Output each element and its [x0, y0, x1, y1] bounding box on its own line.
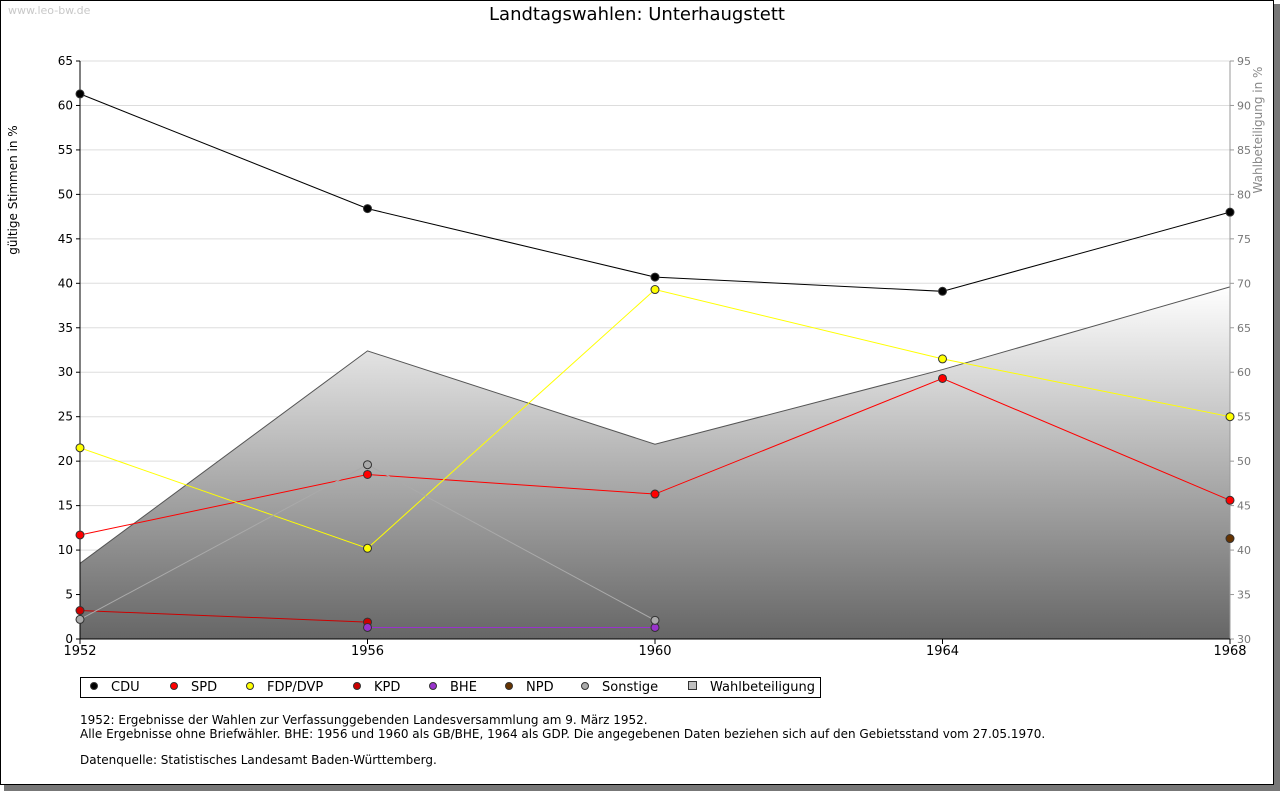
tick-label-y2-40: 40	[1237, 544, 1251, 557]
tick-label-x-1952: 1952	[63, 644, 96, 659]
y-axis-title: gültige Stimmen in %	[6, 125, 20, 254]
tick-label-y2-90: 90	[1237, 99, 1251, 112]
tick-label-y2-60: 60	[1237, 366, 1251, 379]
tick-label-x-1956: 1956	[351, 644, 384, 659]
series-points	[75, 89, 1235, 632]
point-sonstige-1960	[650, 615, 660, 625]
tick-label-y2-50: 50	[1237, 455, 1251, 468]
tick-label-y2-65: 65	[1237, 322, 1251, 335]
legend-marker-fdp	[246, 682, 254, 690]
tick-label-y2-35: 35	[1237, 589, 1251, 602]
turnout-area-fill	[80, 286, 1230, 639]
legend-label-wahlbeteiligung: Wahlbeteiligung	[710, 680, 816, 695]
point-kpd-1952	[75, 606, 85, 616]
turnout-area	[79, 286, 1231, 639]
series-line-kpd	[79, 610, 368, 623]
point-spd-1956	[363, 469, 372, 479]
legend-label-fdp: FDP/DVP	[267, 680, 324, 695]
point-cdu-1960	[650, 272, 660, 282]
tick-label-y-45: 45	[58, 232, 73, 246]
point-cdu-1952	[75, 89, 85, 99]
point-spd-1952	[75, 530, 85, 540]
tick-label-y-35: 35	[58, 321, 73, 335]
footnote-briefwaehler: Alle Ergebnisse ohne Briefwähler. BHE: 1…	[80, 727, 1046, 741]
tick-label-y2-80: 80	[1237, 188, 1251, 201]
point-sonstige-1952	[75, 614, 85, 624]
tick-label-y2-55: 55	[1237, 411, 1251, 424]
legend-label-bhe: BHE	[450, 680, 477, 695]
y2-axis-title: Wahlbeteiligung in %	[1251, 67, 1265, 194]
legend-marker-npd	[505, 682, 513, 690]
legend-label-cdu: CDU	[111, 680, 140, 695]
footnotes: 1952: Ergebnisse der Wahlen zur Verfassu…	[80, 713, 1045, 767]
point-fdp-dvp-1952	[75, 443, 85, 453]
point-bhe-1956	[363, 622, 372, 632]
legend-label-kpd: KPD	[374, 680, 401, 695]
tick-label-y2-75: 75	[1237, 233, 1251, 246]
legend-marker-sonstige	[581, 682, 589, 690]
point-fdp-dvp-1968	[1225, 412, 1235, 422]
footnote-source: Datenquelle: Statistisches Landesamt Bad…	[80, 753, 437, 767]
point-fdp-dvp-1956	[363, 543, 372, 553]
tick-label-y2-45: 45	[1237, 500, 1251, 513]
tick-label-y2-85: 85	[1237, 144, 1251, 157]
tick-label-y-10: 10	[58, 543, 73, 557]
point-spd-1964	[938, 373, 947, 383]
point-spd-1960	[650, 489, 660, 499]
frame-shadow-bottom	[4, 785, 1280, 791]
legend-marker-bhe	[429, 682, 437, 690]
chart-title: Landtagswahlen: Unterhaugstett	[489, 4, 785, 25]
axis-labels: 0 5 10 15 20 25 30 35 40 45 50 55 60 65 30 35 40 45 50 55 60…	[6, 54, 1265, 659]
tick-label-y-5: 5	[65, 588, 73, 602]
point-cdu-1956	[363, 204, 372, 214]
point-fdp-dvp-1960	[650, 285, 660, 295]
point-cdu-1964	[938, 286, 947, 296]
watermark: www.leo-bw.de	[8, 4, 91, 17]
frame-shadow-right	[1274, 4, 1280, 791]
tick-label-x-1960: 1960	[638, 644, 671, 659]
point-fdp-dvp-1964	[938, 354, 947, 364]
tick-label-y-30: 30	[58, 365, 73, 379]
tick-label-x-1964: 1964	[926, 644, 959, 659]
series-line-cdu	[79, 93, 1231, 292]
tick-label-y-60: 60	[58, 98, 73, 112]
tick-label-y2-30: 30	[1237, 633, 1251, 646]
point-npd-1968	[1225, 534, 1235, 544]
legend: CDU SPD FDP/DVP KPD BHE NPD Sonstige Wah…	[80, 677, 821, 698]
tick-label-y-40: 40	[58, 276, 73, 290]
point-cdu-1968	[1225, 207, 1235, 217]
legend-marker-spd	[170, 682, 178, 690]
legend-label-spd: SPD	[191, 680, 218, 695]
legend-label-sonstige: Sonstige	[602, 680, 659, 695]
tick-label-y-65: 65	[58, 54, 73, 68]
tick-label-y-20: 20	[58, 454, 73, 468]
tick-label-y-0: 0	[65, 632, 73, 646]
tick-label-y-25: 25	[58, 410, 73, 424]
legend-label-npd: NPD	[526, 680, 554, 695]
turnout-area-line	[79, 286, 1231, 564]
footnote-1952: 1952: Ergebnisse der Wahlen zur Verfassu…	[80, 713, 648, 727]
legend-marker-kpd	[353, 682, 361, 690]
tick-label-y-15: 15	[58, 499, 73, 513]
point-sonstige-1956	[363, 460, 372, 470]
tick-label-y-55: 55	[58, 143, 73, 157]
tick-label-y2-95: 95	[1237, 55, 1251, 68]
legend-marker-wahlbeteiligung	[688, 681, 697, 690]
tick-label-y2-70: 70	[1237, 277, 1251, 290]
point-spd-1968	[1225, 495, 1235, 505]
tick-label-y-50: 50	[58, 187, 73, 201]
legend-marker-cdu	[90, 682, 98, 690]
tick-label-x-1968: 1968	[1213, 644, 1246, 659]
